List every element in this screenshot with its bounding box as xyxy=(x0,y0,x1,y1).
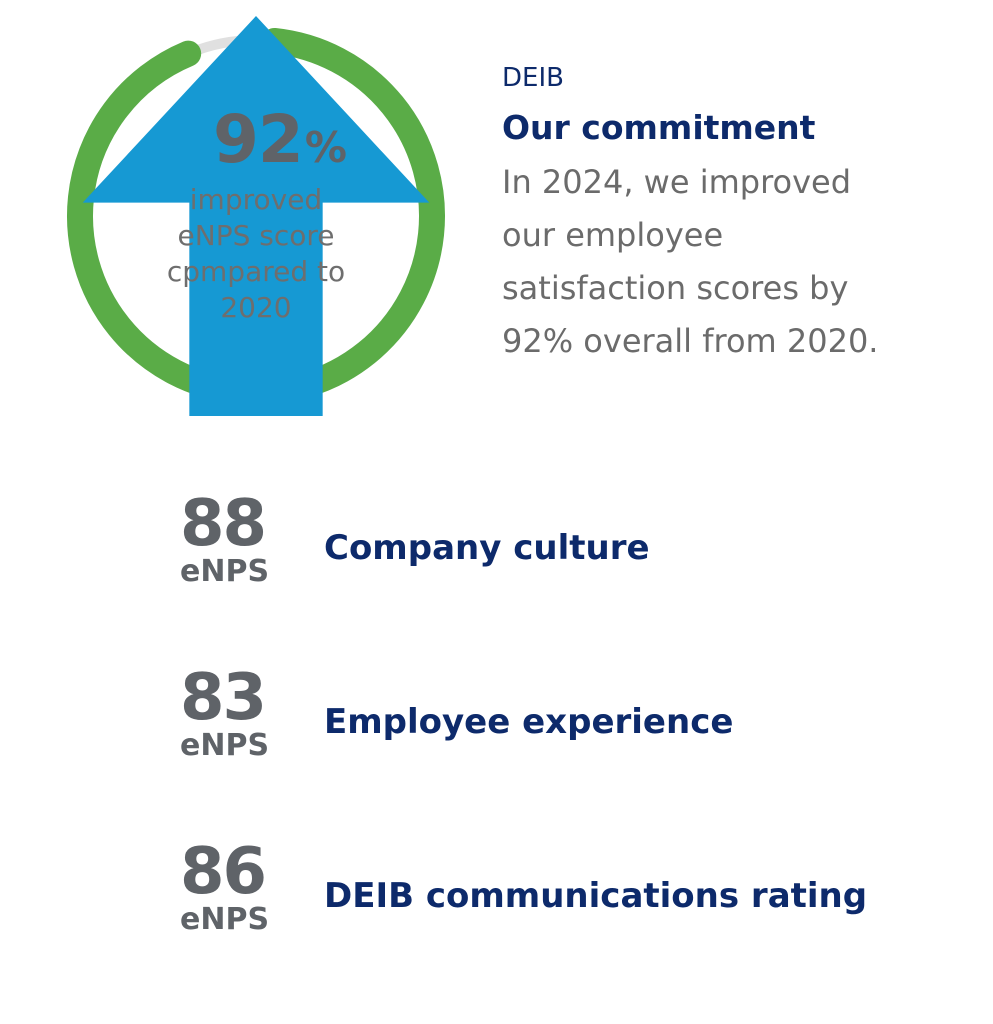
ring-value-percent-sign: % xyxy=(304,123,347,172)
ring-center-content: 92% improved eNPS score cpmpared to 2020 xyxy=(56,16,456,416)
metric-deib-communications-rating: 86 eNPS DEIB communications rating xyxy=(180,836,960,956)
metric-label: DEIB communications rating xyxy=(324,876,868,916)
metric-company-culture: 88 eNPS Company culture xyxy=(180,488,960,608)
metric-unit: eNPS xyxy=(180,554,270,589)
commitment-body: In 2024, we improved our employee satisf… xyxy=(502,156,962,368)
ring-caption-line: improved xyxy=(189,183,323,216)
arrow-up-icon xyxy=(82,16,430,416)
metric-label: Company culture xyxy=(324,528,650,568)
ring-caption-line: eNPS score xyxy=(177,219,335,252)
metric-value: 88 xyxy=(180,487,267,561)
metric-value: 86 xyxy=(180,835,267,909)
section-tag: DEIB xyxy=(502,63,564,93)
commitment-body-line: In 2024, we improved xyxy=(502,163,852,201)
metric-unit: eNPS xyxy=(180,902,270,937)
metric-unit: eNPS xyxy=(180,728,270,763)
ring-caption-line: cpmpared to xyxy=(166,255,346,288)
metric-value: 83 xyxy=(180,661,267,735)
ring-caption: improved eNPS score cpmpared to 2020 xyxy=(136,182,376,326)
metric-label: Employee experience xyxy=(324,702,734,742)
ring-caption-line: 2020 xyxy=(220,291,292,324)
commitment-body-line: 92% overall from 2020. xyxy=(502,322,879,360)
commitment-body-line: satisfaction scores by xyxy=(502,269,849,307)
ring-value-number: 92 xyxy=(213,101,304,178)
metric-employee-experience: 83 eNPS Employee experience xyxy=(180,662,960,782)
commitment-title: Our commitment xyxy=(502,108,816,147)
ring-value: 92% xyxy=(213,100,347,188)
commitment-body-line: our employee xyxy=(502,216,724,254)
enps-progress-ring: 92% improved eNPS score cpmpared to 2020 xyxy=(56,16,456,416)
